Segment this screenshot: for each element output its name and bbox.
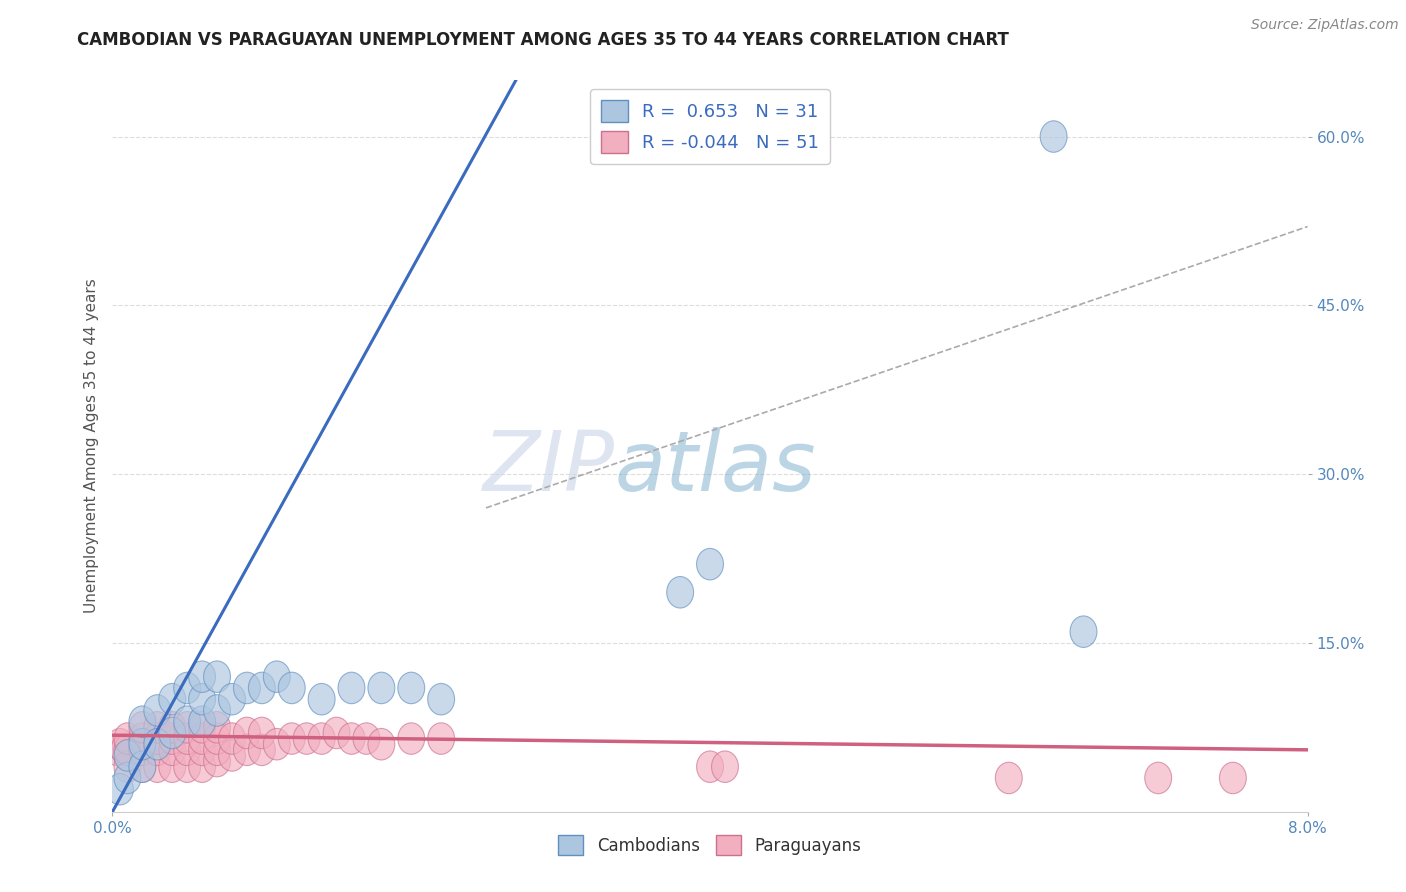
Ellipse shape bbox=[107, 729, 134, 760]
Ellipse shape bbox=[159, 717, 186, 748]
Ellipse shape bbox=[174, 734, 201, 765]
Ellipse shape bbox=[129, 729, 156, 760]
Ellipse shape bbox=[353, 723, 380, 755]
Ellipse shape bbox=[323, 717, 350, 748]
Ellipse shape bbox=[159, 723, 186, 755]
Ellipse shape bbox=[233, 734, 260, 765]
Ellipse shape bbox=[143, 734, 170, 765]
Ellipse shape bbox=[188, 661, 215, 692]
Ellipse shape bbox=[159, 751, 186, 782]
Ellipse shape bbox=[427, 683, 454, 715]
Ellipse shape bbox=[204, 695, 231, 726]
Ellipse shape bbox=[204, 661, 231, 692]
Ellipse shape bbox=[263, 661, 290, 692]
Ellipse shape bbox=[427, 723, 454, 755]
Ellipse shape bbox=[143, 751, 170, 782]
Ellipse shape bbox=[696, 751, 724, 782]
Ellipse shape bbox=[398, 723, 425, 755]
Ellipse shape bbox=[218, 739, 246, 772]
Ellipse shape bbox=[188, 723, 215, 755]
Ellipse shape bbox=[308, 683, 335, 715]
Ellipse shape bbox=[114, 723, 141, 755]
Ellipse shape bbox=[188, 706, 215, 738]
Ellipse shape bbox=[129, 723, 156, 755]
Ellipse shape bbox=[711, 751, 738, 782]
Ellipse shape bbox=[129, 734, 156, 765]
Ellipse shape bbox=[337, 723, 366, 755]
Ellipse shape bbox=[159, 734, 186, 765]
Ellipse shape bbox=[174, 712, 201, 743]
Ellipse shape bbox=[143, 729, 170, 760]
Ellipse shape bbox=[143, 712, 170, 743]
Ellipse shape bbox=[278, 673, 305, 704]
Ellipse shape bbox=[129, 751, 156, 782]
Ellipse shape bbox=[1070, 615, 1097, 648]
Ellipse shape bbox=[188, 734, 215, 765]
Ellipse shape bbox=[368, 729, 395, 760]
Ellipse shape bbox=[174, 706, 201, 738]
Ellipse shape bbox=[278, 723, 305, 755]
Legend: Cambodians, Paraguayans: Cambodians, Paraguayans bbox=[551, 829, 869, 862]
Ellipse shape bbox=[666, 576, 693, 608]
Ellipse shape bbox=[263, 729, 290, 760]
Text: Source: ZipAtlas.com: Source: ZipAtlas.com bbox=[1251, 18, 1399, 32]
Ellipse shape bbox=[107, 773, 134, 805]
Ellipse shape bbox=[204, 723, 231, 755]
Ellipse shape bbox=[188, 712, 215, 743]
Ellipse shape bbox=[114, 762, 141, 794]
Ellipse shape bbox=[174, 751, 201, 782]
Ellipse shape bbox=[159, 712, 186, 743]
Ellipse shape bbox=[159, 683, 186, 715]
Ellipse shape bbox=[204, 734, 231, 765]
Ellipse shape bbox=[114, 751, 141, 782]
Text: CAMBODIAN VS PARAGUAYAN UNEMPLOYMENT AMONG AGES 35 TO 44 YEARS CORRELATION CHART: CAMBODIAN VS PARAGUAYAN UNEMPLOYMENT AMO… bbox=[77, 31, 1010, 49]
Ellipse shape bbox=[129, 712, 156, 743]
Ellipse shape bbox=[111, 734, 138, 765]
Ellipse shape bbox=[233, 673, 260, 704]
Ellipse shape bbox=[294, 723, 321, 755]
Ellipse shape bbox=[233, 717, 260, 748]
Ellipse shape bbox=[188, 751, 215, 782]
Text: atlas: atlas bbox=[614, 427, 815, 508]
Ellipse shape bbox=[188, 683, 215, 715]
Ellipse shape bbox=[204, 712, 231, 743]
Ellipse shape bbox=[398, 673, 425, 704]
Ellipse shape bbox=[129, 706, 156, 738]
Ellipse shape bbox=[204, 746, 231, 777]
Ellipse shape bbox=[249, 717, 276, 748]
Ellipse shape bbox=[114, 734, 141, 765]
Ellipse shape bbox=[995, 762, 1022, 794]
Ellipse shape bbox=[1040, 120, 1067, 153]
Ellipse shape bbox=[249, 673, 276, 704]
Text: ZIP: ZIP bbox=[482, 427, 614, 508]
Ellipse shape bbox=[114, 739, 141, 772]
Ellipse shape bbox=[249, 734, 276, 765]
Ellipse shape bbox=[174, 673, 201, 704]
Ellipse shape bbox=[308, 723, 335, 755]
Ellipse shape bbox=[1219, 762, 1246, 794]
Ellipse shape bbox=[129, 751, 156, 782]
Ellipse shape bbox=[143, 695, 170, 726]
Ellipse shape bbox=[104, 734, 131, 765]
Ellipse shape bbox=[1144, 762, 1171, 794]
Ellipse shape bbox=[143, 723, 170, 755]
Ellipse shape bbox=[174, 723, 201, 755]
Ellipse shape bbox=[218, 683, 246, 715]
Ellipse shape bbox=[337, 673, 366, 704]
Y-axis label: Unemployment Among Ages 35 to 44 years: Unemployment Among Ages 35 to 44 years bbox=[83, 278, 98, 614]
Ellipse shape bbox=[368, 673, 395, 704]
Ellipse shape bbox=[696, 549, 724, 580]
Ellipse shape bbox=[218, 723, 246, 755]
